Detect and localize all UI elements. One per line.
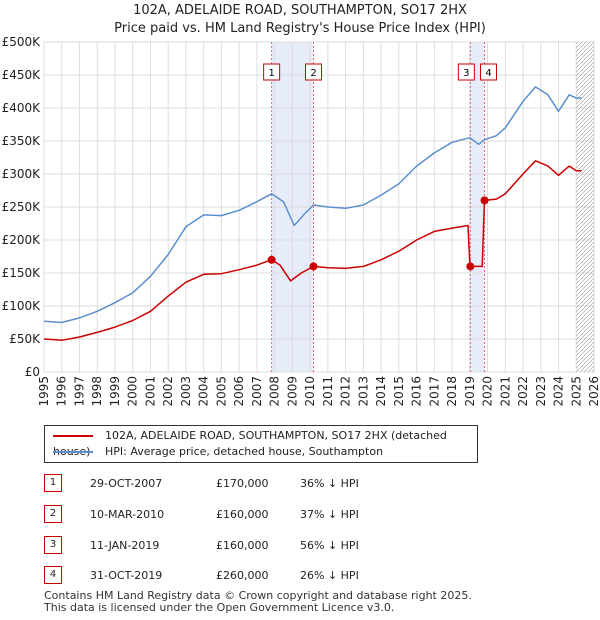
x-tick-label: 2013: [356, 376, 370, 407]
transaction-number-badge: 3: [44, 536, 62, 554]
x-tick-label: 2024: [552, 376, 566, 407]
sale-point: [267, 255, 276, 264]
legend-label: 102A, ADELAIDE ROAD, SOUTHAMPTON, SO17 2…: [53, 429, 447, 458]
transaction-row: 2 10-MAR-2010 £160,000 37% ↓ HPI: [44, 505, 484, 525]
x-tick-label: 1997: [72, 376, 86, 407]
x-tick-label: 2007: [250, 376, 264, 407]
transaction-row: 1 29-OCT-2007 £170,000 36% ↓ HPI: [44, 474, 484, 494]
x-tick-label: 2005: [214, 376, 228, 407]
x-tick-label: 2002: [161, 376, 175, 407]
y-tick-label: £0: [25, 365, 40, 379]
footer-copyright: Contains HM Land Registry data © Crown c…: [44, 589, 472, 602]
series-line: [43, 160, 582, 342]
chart-subtitle: Price paid vs. HM Land Registry's House …: [114, 21, 486, 36]
y-tick-label: £300K: [2, 167, 42, 181]
transaction-hpi-diff: 26% ↓ HPI: [300, 569, 359, 582]
transaction-date: 11-JAN-2019: [90, 539, 160, 552]
x-tick-label: 2018: [445, 376, 459, 407]
x-tick-label: 1995: [37, 376, 51, 407]
footer: Contains HM Land Registry data © Crown c…: [44, 590, 472, 614]
y-tick-label: £200K: [2, 233, 42, 247]
y-tick-label: £150K: [2, 266, 42, 280]
transaction-price: £160,000: [216, 539, 269, 552]
transaction-number-badge: 4: [44, 566, 62, 584]
sale-label-number: 2: [310, 68, 316, 79]
x-tick-label: 2014: [374, 376, 388, 407]
x-tick-label: 2019: [463, 376, 477, 407]
x-tick-label: 2003: [179, 376, 193, 407]
series-line: [43, 86, 582, 324]
x-tick-label: 2009: [285, 376, 299, 407]
y-tick-label: £50K: [9, 332, 41, 346]
x-tick-label: 2025: [569, 376, 583, 407]
sale-label-number: 1: [268, 68, 274, 79]
x-tick-label: 1999: [108, 376, 122, 407]
legend-swatch-blue: [53, 451, 93, 453]
transaction-date: 31-OCT-2019: [90, 569, 163, 582]
y-tick-label: £500K: [2, 35, 42, 49]
legend: 102A, ADELAIDE ROAD, SOUTHAMPTON, SO17 2…: [44, 425, 478, 463]
x-tick-label: 2001: [143, 376, 157, 407]
transaction-date: 29-OCT-2007: [90, 477, 163, 490]
future-hatch: [576, 42, 594, 372]
x-tick-label: 2016: [410, 376, 424, 407]
legend-label: HPI: Average price, detached house, Sout…: [105, 445, 384, 458]
sale-label-box: [263, 63, 281, 81]
sale-label-box: [305, 63, 322, 81]
x-tick-label: 2006: [232, 376, 246, 407]
chart-title-block: 102A, ADELAIDE ROAD, SOUTHAMPTON, SO17 2…: [0, 2, 600, 38]
line-chart: 1 2 3 4 £0 £50K £100K £150K £200K £250K £300K £350…: [2, 35, 600, 407]
y-tick-label: £250K: [2, 200, 42, 214]
transaction-row: 3 11-JAN-2019 £160,000 56% ↓ HPI: [44, 536, 484, 556]
x-tick-label: 1998: [90, 376, 104, 407]
transaction-number-badge: 1: [44, 474, 62, 492]
sale-point: [480, 196, 489, 205]
transaction-number-badge: 2: [44, 505, 62, 523]
footer-licence: This data is licensed under the Open Gov…: [44, 601, 395, 614]
transaction-price: £260,000: [216, 569, 269, 582]
x-tick-label: 2026: [587, 376, 600, 407]
y-tick-label: £100K: [2, 299, 42, 313]
transaction-date: 10-MAR-2010: [90, 508, 165, 521]
x-tick-label: 1996: [55, 376, 69, 407]
transaction-row: 4 31-OCT-2019 £260,000 26% ↓ HPI: [44, 566, 484, 586]
y-tick-label: £400K: [2, 101, 42, 115]
transaction-hpi-diff: 56% ↓ HPI: [300, 539, 359, 552]
legend-swatch-red: [53, 435, 93, 437]
x-tick-label: 2021: [498, 376, 512, 407]
transaction-hpi-diff: 36% ↓ HPI: [300, 477, 359, 490]
x-tick-label: 2020: [481, 376, 495, 407]
x-tick-label: 2017: [427, 376, 441, 407]
sale-label-box: [480, 63, 498, 81]
x-tick-label: 2008: [268, 376, 282, 407]
x-tick-label: 2015: [392, 376, 406, 407]
x-tick-label: 2023: [534, 376, 548, 407]
sale-point: [309, 262, 318, 271]
x-tick-label: 2000: [126, 376, 140, 407]
sale-label-number: 3: [463, 68, 469, 79]
chart-title: 102A, ADELAIDE ROAD, SOUTHAMPTON, SO17 2…: [133, 3, 467, 18]
sale-point: [466, 262, 475, 271]
legend-item-hpi: HPI: Average price, detached house, Sout…: [53, 444, 383, 460]
x-tick-label: 2011: [321, 376, 335, 407]
legend-item-price-paid: 102A, ADELAIDE ROAD, SOUTHAMPTON, SO17 2…: [53, 428, 477, 458]
x-tick-label: 2010: [303, 376, 317, 407]
y-tick-label: £450K: [2, 68, 42, 82]
transaction-price: £170,000: [216, 477, 269, 490]
x-tick-label: 2022: [516, 376, 530, 407]
sale-label-number: 4: [485, 68, 491, 79]
y-tick-label: £350K: [2, 134, 42, 148]
sale-label-box: [457, 63, 475, 81]
transaction-hpi-diff: 37% ↓ HPI: [300, 508, 359, 521]
x-tick-label: 2004: [197, 376, 211, 407]
x-tick-label: 2012: [339, 376, 353, 407]
transaction-price: £160,000: [216, 508, 269, 521]
